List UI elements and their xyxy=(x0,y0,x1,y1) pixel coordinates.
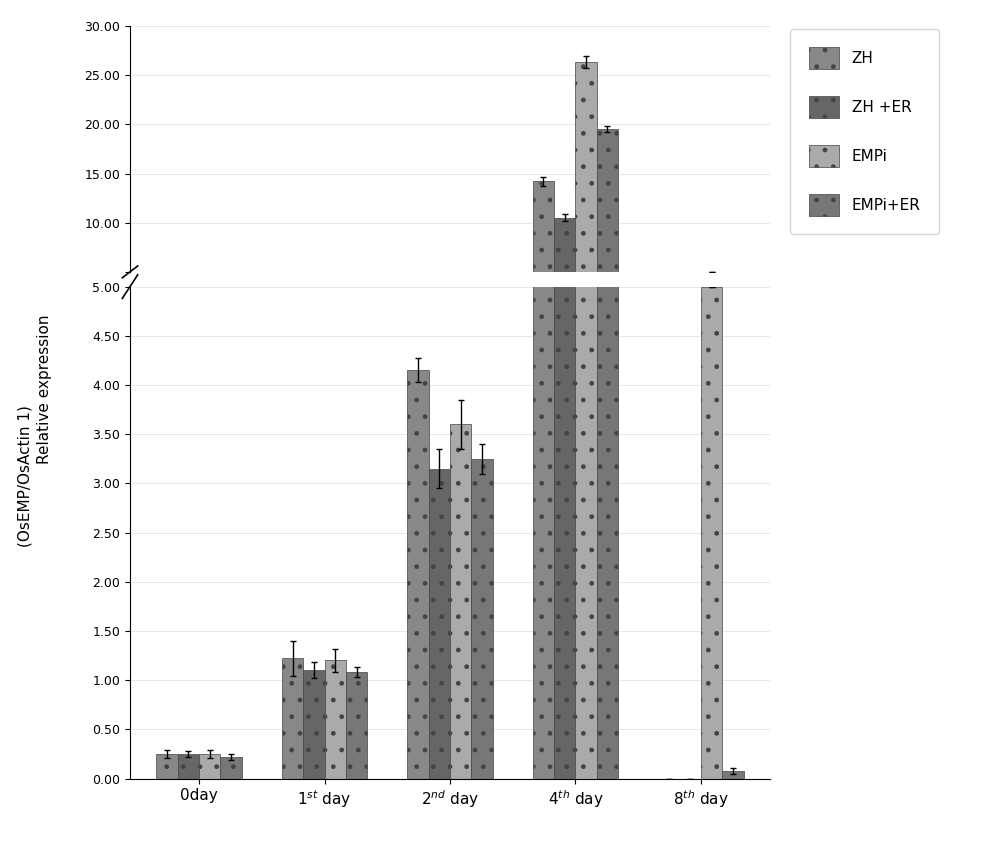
Bar xyxy=(575,62,597,321)
Bar xyxy=(325,661,346,778)
Bar xyxy=(429,290,450,321)
Bar xyxy=(156,318,178,321)
Bar xyxy=(303,311,325,321)
Bar xyxy=(178,754,199,778)
Bar xyxy=(178,318,199,321)
Bar xyxy=(346,311,367,321)
Bar xyxy=(471,289,493,321)
Bar xyxy=(407,370,429,778)
Legend: ZH, ZH +ER, EMPi, EMPi+ER: ZH, ZH +ER, EMPi, EMPi+ER xyxy=(790,29,939,234)
Bar xyxy=(199,318,220,321)
Bar xyxy=(450,285,471,321)
Bar xyxy=(429,469,450,778)
Bar xyxy=(471,458,493,778)
Bar xyxy=(303,670,325,778)
Bar xyxy=(533,0,554,778)
Bar xyxy=(156,754,178,778)
Bar xyxy=(597,129,618,321)
Bar xyxy=(597,0,618,778)
Bar xyxy=(701,272,722,321)
Text: Relative expression: Relative expression xyxy=(37,315,53,464)
Bar xyxy=(282,309,303,321)
Bar xyxy=(533,182,554,321)
Bar xyxy=(220,319,242,321)
Bar xyxy=(346,672,367,778)
Bar xyxy=(282,658,303,778)
Text: (OsEMP/OsActin 1): (OsEMP/OsActin 1) xyxy=(17,405,33,547)
Bar xyxy=(450,425,471,778)
Bar xyxy=(407,280,429,321)
Bar xyxy=(554,0,575,778)
Bar xyxy=(220,757,242,778)
Bar xyxy=(199,754,220,778)
Bar xyxy=(722,771,744,778)
Bar xyxy=(701,286,722,778)
Bar xyxy=(325,310,346,321)
Bar xyxy=(554,218,575,321)
Bar xyxy=(575,0,597,778)
